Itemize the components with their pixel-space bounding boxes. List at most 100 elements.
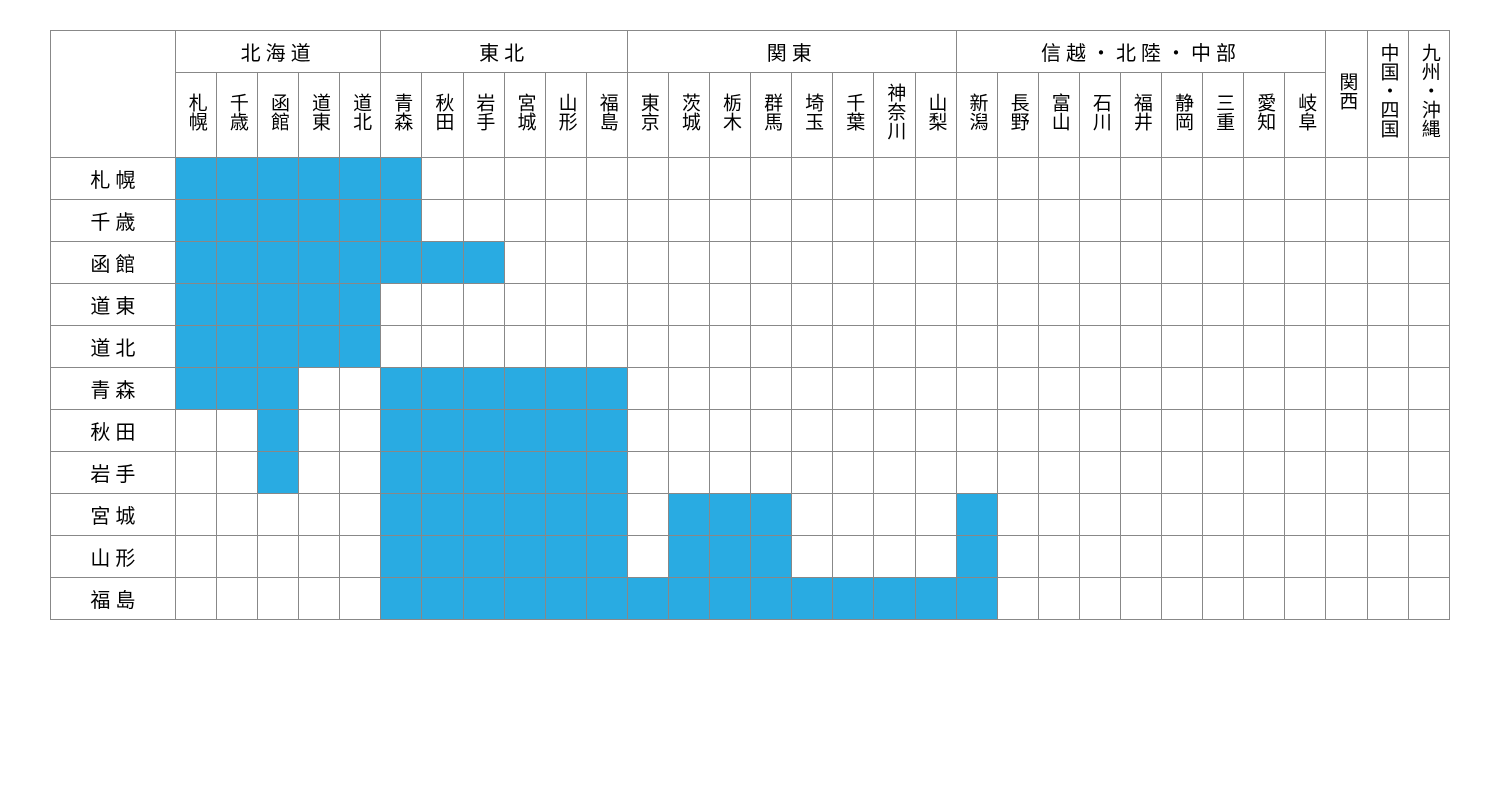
matrix-cell [340,493,381,535]
matrix-cell [175,409,216,451]
matrix-cell [956,241,997,283]
matrix-cell [1408,325,1449,367]
matrix-cell [1244,451,1285,493]
matrix-cell [1203,577,1244,619]
matrix-cell [463,451,504,493]
row-label: 山形 [51,535,176,577]
pref-label: 千葉 [842,93,866,131]
matrix-cell [627,199,668,241]
region-header: 北海道 [175,31,380,73]
matrix-cell [463,409,504,451]
matrix-cell [915,241,956,283]
table-row: 宮城 [51,493,1450,535]
table-row: 函館 [51,241,1450,283]
matrix-cell [710,451,751,493]
matrix-cell [545,283,586,325]
pref-label: 山梨 [924,93,948,131]
matrix-cell [1203,409,1244,451]
matrix-cell [956,535,997,577]
matrix-cell [915,325,956,367]
matrix-cell [997,283,1038,325]
matrix-cell [1326,325,1367,367]
matrix-cell [258,493,299,535]
matrix-cell [175,241,216,283]
pref-label: 道東 [307,93,331,131]
matrix-cell [422,157,463,199]
matrix-cell [1285,157,1326,199]
matrix-cell [1203,157,1244,199]
matrix-cell [1079,241,1120,283]
matrix-cell [381,241,422,283]
matrix-cell [1079,535,1120,577]
matrix-cell [1367,367,1408,409]
pref-label: 埼玉 [800,93,824,131]
matrix-cell [175,325,216,367]
matrix-cell [915,493,956,535]
matrix-cell [586,451,627,493]
matrix-cell [258,241,299,283]
pref-label: 長野 [1006,93,1030,131]
matrix-cell [874,493,915,535]
table-row: 道北 [51,325,1450,367]
pref-header: 茨城 [668,73,709,158]
matrix-cell [216,367,257,409]
matrix-cell [792,367,833,409]
row-label: 福島 [51,577,176,619]
table-row: 道東 [51,283,1450,325]
matrix-cell [956,199,997,241]
matrix-cell [1367,241,1408,283]
matrix-cell [504,283,545,325]
matrix-cell [381,535,422,577]
matrix-cell [792,283,833,325]
matrix-cell [381,367,422,409]
table-row: 岩手 [51,451,1450,493]
matrix-cell [504,367,545,409]
pref-label: 札幌 [184,93,208,131]
pref-label: 宮城 [513,93,537,131]
matrix-cell [956,409,997,451]
matrix-cell [1203,367,1244,409]
corner-cell [51,31,176,158]
matrix-cell [668,451,709,493]
matrix-cell [381,577,422,619]
matrix-cell [751,577,792,619]
matrix-cell [956,325,997,367]
matrix-cell [381,493,422,535]
matrix-cell [710,199,751,241]
side-region-label: 関西 [1335,72,1359,110]
matrix-cell [1326,199,1367,241]
matrix-cell [1079,409,1120,451]
matrix-cell [1408,535,1449,577]
matrix-cell [1285,325,1326,367]
pref-label: 新潟 [965,93,989,131]
matrix-cell [1121,535,1162,577]
matrix-cell [381,325,422,367]
matrix-cell [504,157,545,199]
matrix-cell [586,199,627,241]
matrix-cell [299,157,340,199]
matrix-cell [1367,283,1408,325]
pref-header: 群馬 [751,73,792,158]
matrix-cell [833,199,874,241]
pref-label: 茨城 [677,93,701,131]
matrix-cell [1326,493,1367,535]
matrix-cell [627,493,668,535]
matrix-cell [1408,451,1449,493]
matrix-cell [997,325,1038,367]
pref-label: 三重 [1211,93,1235,131]
region-header: 信越・北陸・中部 [956,31,1326,73]
matrix-cell [1038,241,1079,283]
pref-header: 山梨 [915,73,956,158]
matrix-cell [1038,577,1079,619]
matrix-cell [258,451,299,493]
pref-label: 福井 [1129,93,1153,131]
matrix-cell [422,535,463,577]
matrix-cell [627,241,668,283]
matrix-cell [258,157,299,199]
region-header: 関東 [627,31,956,73]
matrix-cell [299,199,340,241]
matrix-cell [422,367,463,409]
matrix-cell [545,325,586,367]
matrix-cell [833,451,874,493]
side-region-header: 関西 [1326,31,1367,158]
